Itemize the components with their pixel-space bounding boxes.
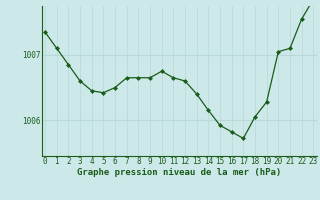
X-axis label: Graphe pression niveau de la mer (hPa): Graphe pression niveau de la mer (hPa)	[77, 168, 281, 177]
